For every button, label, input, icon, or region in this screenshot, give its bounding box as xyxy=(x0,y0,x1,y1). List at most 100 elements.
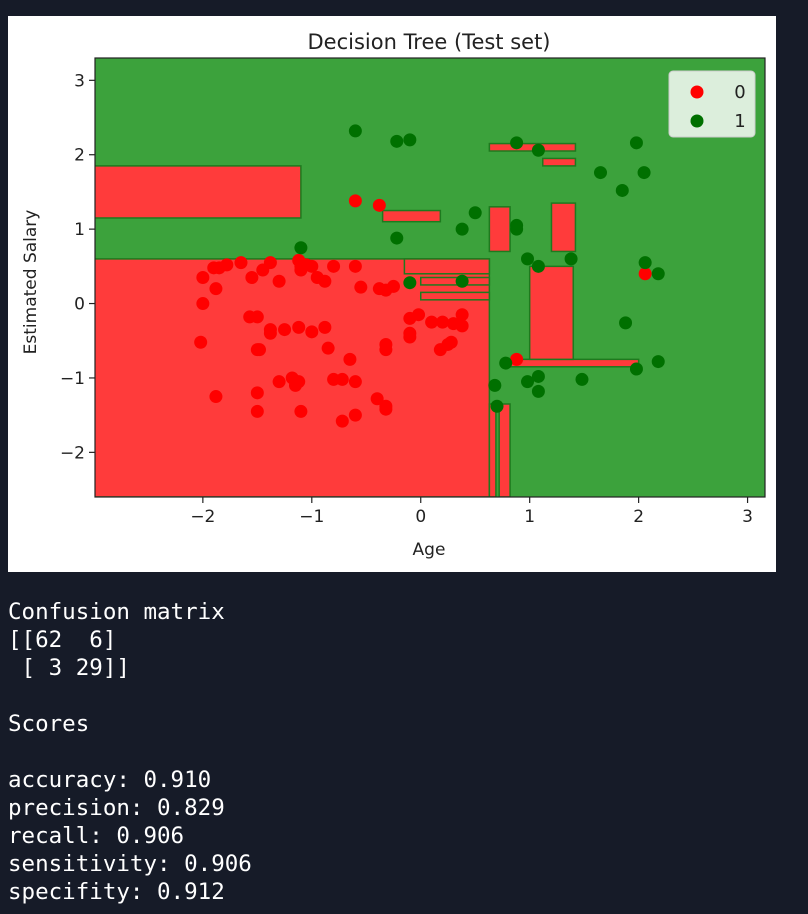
x-tick-label: 2 xyxy=(633,507,644,527)
data-point-class-0 xyxy=(638,267,652,281)
x-tick-label: 3 xyxy=(742,507,753,527)
y-tick-label: −1 xyxy=(60,369,85,389)
console-line: Confusion matrix xyxy=(8,599,225,625)
data-point-class-1 xyxy=(348,124,362,138)
data-point-class-0 xyxy=(441,337,455,351)
data-point-class-0 xyxy=(412,308,426,322)
data-point-class-1 xyxy=(629,362,643,376)
data-point-class-0 xyxy=(250,404,264,418)
data-point-class-0 xyxy=(209,282,223,296)
data-point-class-0 xyxy=(278,323,292,337)
legend-marker-0 xyxy=(690,85,704,99)
chart-title: Decision Tree (Test set) xyxy=(307,30,550,54)
data-point-class-0 xyxy=(425,315,439,329)
console-line: Scores xyxy=(8,711,90,737)
scatter-points xyxy=(194,124,665,428)
x-tick-label: −1 xyxy=(299,507,324,527)
data-point-class-1 xyxy=(510,222,524,236)
chart-legend: 01 xyxy=(668,70,756,138)
y-tick-label: −2 xyxy=(60,443,85,463)
data-point-class-0 xyxy=(379,337,393,351)
data-point-class-0 xyxy=(436,315,450,329)
y-tick-label: 2 xyxy=(74,146,85,166)
data-point-class-0 xyxy=(403,330,417,344)
data-point-class-1 xyxy=(638,256,652,270)
y-tick-label: 1 xyxy=(74,220,85,240)
data-point-class-1 xyxy=(455,274,469,288)
data-point-class-0 xyxy=(294,404,308,418)
data-point-class-0 xyxy=(455,308,469,322)
console-line xyxy=(8,738,252,766)
data-point-class-0 xyxy=(379,402,393,416)
legend-marker-1 xyxy=(690,114,704,128)
data-point-class-0 xyxy=(253,343,267,357)
data-point-class-1 xyxy=(521,375,535,389)
decision-region-class-0 xyxy=(498,403,511,497)
decision-region-class-0 xyxy=(509,358,640,368)
data-point-class-0 xyxy=(209,390,223,404)
data-point-class-0 xyxy=(370,392,384,406)
data-point-class-0 xyxy=(272,274,286,288)
data-point-class-1 xyxy=(531,259,545,273)
data-point-class-1 xyxy=(651,267,665,281)
data-point-class-0 xyxy=(305,325,319,339)
data-point-class-1 xyxy=(531,384,545,398)
x-axis-label: Age xyxy=(413,540,446,560)
decision-region-class-0 xyxy=(95,165,302,219)
console-line: recall: 0.906 xyxy=(8,823,185,849)
data-point-class-0 xyxy=(194,335,208,349)
data-point-class-1 xyxy=(575,372,589,386)
data-point-class-0 xyxy=(272,375,286,389)
data-point-class-0 xyxy=(292,320,306,334)
x-tick-label: −2 xyxy=(190,507,215,527)
decision-region-class-0 xyxy=(488,403,497,497)
data-point-class-1 xyxy=(390,134,404,148)
data-point-class-0 xyxy=(348,194,362,208)
data-point-class-0 xyxy=(321,341,335,355)
decision-region-class-0 xyxy=(419,276,491,286)
console-line xyxy=(8,682,252,710)
data-point-class-1 xyxy=(637,166,651,180)
data-point-class-0 xyxy=(372,198,386,212)
data-point-class-0 xyxy=(250,310,264,324)
data-point-class-1 xyxy=(403,133,417,147)
data-point-class-1 xyxy=(531,369,545,383)
data-point-class-0 xyxy=(348,375,362,389)
data-point-class-0 xyxy=(335,372,349,386)
data-point-class-0 xyxy=(335,414,349,428)
decision-region-class-0 xyxy=(542,157,577,167)
data-point-class-0 xyxy=(354,280,368,294)
console-line: specifity: 0.912 xyxy=(8,879,225,905)
decision-tree-figure: −2 −1 0 1 2 3 −2 −1 0 1 2 3 0 1 Decision Tree (Test s… xyxy=(8,16,776,572)
decision-region-class-0 xyxy=(550,202,577,253)
data-point-class-1 xyxy=(564,252,578,266)
data-point-class-0 xyxy=(327,259,341,273)
data-point-class-1 xyxy=(294,241,308,255)
legend-label-0: 0 xyxy=(734,82,745,103)
data-point-class-0 xyxy=(343,352,357,366)
decision-region-class-0 xyxy=(488,206,511,253)
data-point-class-0 xyxy=(348,408,362,422)
decision-region-class-0 xyxy=(403,258,491,275)
data-point-class-0 xyxy=(318,320,332,334)
console-output: Confusion matrix [[62 6] [ 3 29]] Scores ac… xyxy=(8,598,252,906)
data-point-class-1 xyxy=(488,378,502,392)
console-line: sensitivity: 0.906 xyxy=(8,851,252,877)
data-point-class-1 xyxy=(510,136,524,150)
data-point-class-0 xyxy=(263,326,277,340)
console-line: precision: 0.829 xyxy=(8,795,225,821)
legend-box xyxy=(668,70,756,138)
data-point-class-0 xyxy=(220,258,234,272)
data-point-class-0 xyxy=(263,256,277,270)
data-point-class-1 xyxy=(593,166,607,180)
data-point-class-0 xyxy=(305,259,319,273)
x-tick-label: 0 xyxy=(415,507,426,527)
data-point-class-1 xyxy=(455,222,469,236)
data-point-class-0 xyxy=(196,271,210,284)
data-point-class-1 xyxy=(629,136,643,150)
y-axis-label: Estimated Salary xyxy=(21,210,41,355)
data-point-class-0 xyxy=(455,319,469,333)
